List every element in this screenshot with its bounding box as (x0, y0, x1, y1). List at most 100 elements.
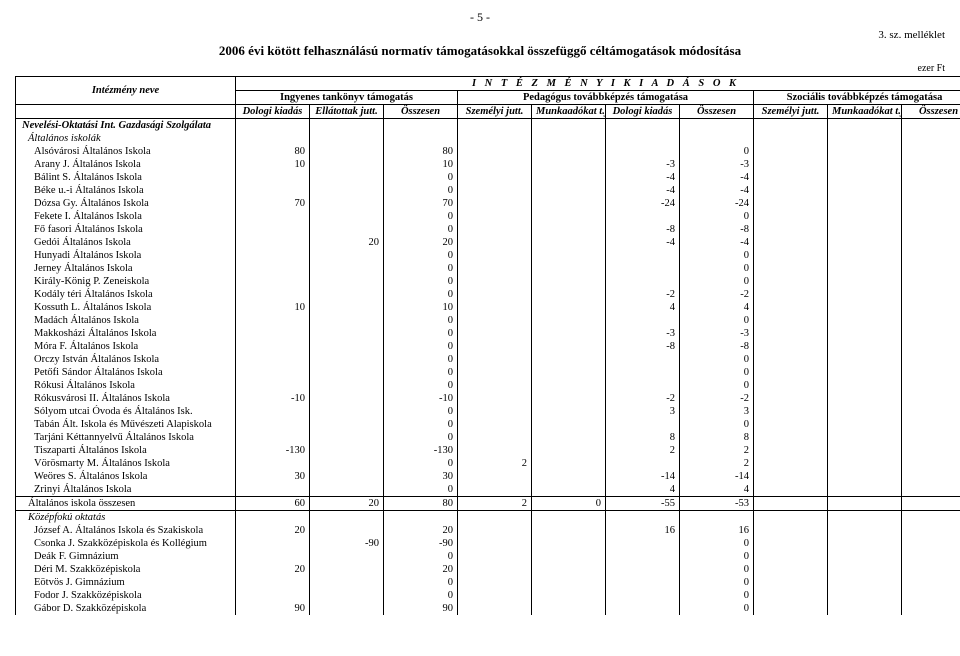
cell (532, 353, 606, 366)
cell (828, 327, 902, 340)
cell: -4 (680, 236, 754, 249)
cell (458, 392, 532, 405)
cell (532, 392, 606, 405)
cell (828, 314, 902, 327)
cell: 8 (606, 431, 680, 444)
cell (532, 340, 606, 353)
cell (902, 275, 960, 288)
cell: 0 (384, 171, 458, 184)
row-name: Vörösmarty M. Általános Iskola (16, 457, 236, 470)
cell (828, 550, 902, 563)
cell (754, 405, 828, 418)
cell: 60 (236, 497, 310, 511)
cell: 0 (532, 497, 606, 511)
cell (828, 392, 902, 405)
cell (458, 197, 532, 210)
cell (532, 576, 606, 589)
cell: -3 (606, 158, 680, 171)
cell (310, 301, 384, 314)
cell: 10 (384, 301, 458, 314)
cell (606, 602, 680, 615)
cell (532, 314, 606, 327)
cell (754, 537, 828, 550)
cell (310, 563, 384, 576)
cell (754, 550, 828, 563)
cell (310, 550, 384, 563)
cell (754, 197, 828, 210)
cell (754, 145, 828, 158)
cell (902, 184, 960, 197)
cell (606, 366, 680, 379)
cell (236, 405, 310, 418)
cell (458, 184, 532, 197)
cell (236, 288, 310, 301)
cell (606, 262, 680, 275)
cell: 3 (606, 405, 680, 418)
cell: -14 (606, 470, 680, 483)
cell (458, 444, 532, 457)
cell (828, 483, 902, 497)
row-name: Eötvös J. Gimnázium (16, 576, 236, 589)
cell (828, 145, 902, 158)
row-name: Király-König P. Zeneiskola (16, 275, 236, 288)
cell: -130 (236, 444, 310, 457)
row-name: Kossuth L. Általános Iskola (16, 301, 236, 314)
cell (236, 379, 310, 392)
cell (902, 353, 960, 366)
cell: -55 (606, 497, 680, 511)
cell: 0 (384, 418, 458, 431)
cell (828, 563, 902, 576)
row-name: Fő fasori Általános Iskola (16, 223, 236, 236)
row-name: Tiszaparti Általános Iskola (16, 444, 236, 457)
cell (532, 301, 606, 314)
row-name: Béke u.-i Általános Iskola (16, 184, 236, 197)
cell: 70 (384, 197, 458, 210)
cell (458, 301, 532, 314)
subhdr-7: Személyi jutt. (754, 105, 828, 119)
cell (310, 524, 384, 537)
cell (828, 275, 902, 288)
cell (310, 366, 384, 379)
cell (310, 145, 384, 158)
cell (606, 145, 680, 158)
cell (754, 301, 828, 314)
row-name: Gábor D. Szakközépiskola (16, 602, 236, 615)
cell (754, 184, 828, 197)
row-name: Sólyom utcai Óvoda és Általános Isk. (16, 405, 236, 418)
cell: 4 (680, 301, 754, 314)
cell (310, 353, 384, 366)
cell (532, 563, 606, 576)
cell: 0 (384, 340, 458, 353)
cell: 0 (680, 366, 754, 379)
cell (606, 210, 680, 223)
cell (754, 327, 828, 340)
cell (532, 223, 606, 236)
hdr-group-1: Pedagógus továbbképzés támogatása (458, 91, 754, 105)
cell (754, 457, 828, 470)
total-row: Általános iskola összesen (16, 497, 236, 511)
cell: 10 (384, 158, 458, 171)
cell (532, 197, 606, 210)
row-name: Rókusvárosi II. Általános Iskola (16, 392, 236, 405)
cell (902, 392, 960, 405)
cell (458, 550, 532, 563)
cell (236, 366, 310, 379)
cell: -10 (384, 392, 458, 405)
cell (902, 563, 960, 576)
cell (458, 405, 532, 418)
attachment-label: 3. sz. melléklet (15, 29, 945, 41)
data-table: Intézmény neve I N T É Z M É N Y I K I A… (15, 76, 960, 615)
cell: 4 (680, 483, 754, 497)
cell (754, 524, 828, 537)
cell (532, 145, 606, 158)
cell (902, 418, 960, 431)
cell (828, 236, 902, 249)
cell (828, 366, 902, 379)
cell (828, 470, 902, 483)
cell (606, 275, 680, 288)
cell (902, 602, 960, 615)
cell (532, 236, 606, 249)
cell (236, 457, 310, 470)
cell (458, 236, 532, 249)
cell (532, 366, 606, 379)
